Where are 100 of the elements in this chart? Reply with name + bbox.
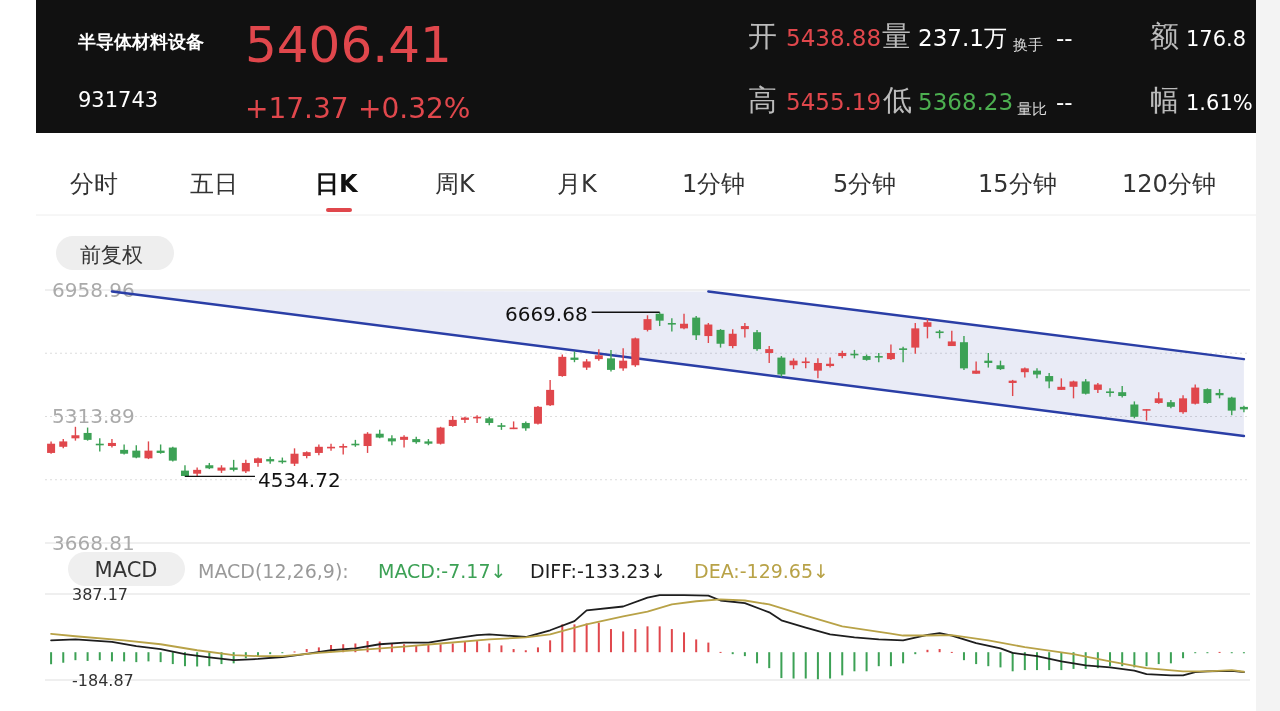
text: 5406.41 [245, 16, 452, 74]
bar [86, 652, 89, 661]
bar [585, 623, 588, 653]
series-label: DIFF:-133.23↓ [530, 560, 667, 582]
bar [1169, 652, 1172, 664]
bar [743, 652, 746, 657]
bar [147, 652, 150, 662]
bar [622, 631, 625, 653]
candlestick [911, 322, 920, 355]
bar [305, 649, 308, 653]
candlestick [716, 328, 725, 349]
bar [98, 652, 101, 661]
chart-title: MACD [94, 558, 158, 582]
candlestick [546, 379, 555, 407]
text: -- [1056, 25, 1073, 51]
candlestick [667, 317, 676, 333]
text: 5368.23 [918, 89, 1014, 115]
bar [938, 649, 941, 653]
bar [780, 652, 783, 679]
bar [683, 632, 686, 653]
bar [877, 652, 880, 667]
candlestick [594, 348, 603, 362]
bar [816, 652, 819, 680]
text: 1.61% [1186, 91, 1253, 115]
text: 237.1万 [918, 25, 1007, 51]
series-label: DEA:-129.65↓ [694, 560, 829, 582]
chart-subtitle: MACD(12,26,9): [198, 560, 349, 582]
bar [756, 652, 759, 664]
candlestick [753, 329, 762, 352]
bar [962, 652, 965, 661]
text: 低 [883, 83, 912, 117]
bar [50, 652, 53, 665]
text: 五日 [190, 170, 238, 198]
bar [476, 641, 479, 653]
bar [536, 647, 539, 653]
y-tick-label: -184.87 [72, 671, 134, 690]
candlestick [899, 346, 908, 363]
chart-subtitle: 931743 [78, 88, 159, 112]
bar [439, 644, 442, 653]
candlestick [1227, 396, 1236, 416]
bar [171, 652, 174, 665]
bar [110, 652, 113, 662]
bar [975, 652, 978, 665]
candlestick [728, 328, 737, 350]
annotation: 6669.68 [504, 302, 588, 327]
y-tick-label: 387.17 [72, 585, 128, 604]
candlestick [1106, 387, 1115, 398]
candlestick [704, 322, 713, 344]
annotation: 4534.72 [257, 468, 341, 493]
bar [658, 626, 661, 653]
bar [829, 652, 832, 679]
bar [999, 652, 1002, 668]
text: 前复权 [80, 243, 143, 267]
bar [670, 629, 673, 653]
text: 额 [1150, 19, 1179, 53]
y-tick-label: 3668.81 [52, 531, 135, 555]
bar [573, 624, 576, 653]
bar [768, 652, 771, 669]
candlestick [387, 434, 396, 446]
bar [463, 641, 466, 653]
text: 幅 [1150, 83, 1179, 117]
text: 高 [748, 83, 777, 117]
candlestick [1179, 394, 1188, 415]
candlestick [558, 353, 567, 378]
candlestick [972, 360, 981, 375]
bar [695, 639, 698, 653]
bar [609, 629, 612, 653]
bar [646, 626, 649, 653]
text: +17.37 [245, 92, 349, 125]
candlestick [107, 438, 116, 449]
text: 176.8 [1186, 27, 1247, 51]
candlestick [606, 349, 615, 373]
candlestick [400, 434, 409, 449]
text: 周K [435, 170, 476, 198]
y-tick-label: 6958.96 [52, 278, 135, 302]
bar [1145, 652, 1148, 667]
bar [804, 652, 807, 679]
bar [597, 622, 600, 653]
bar [549, 640, 552, 653]
text: 5438.88 [786, 25, 882, 51]
text: 5455.19 [786, 89, 882, 115]
bar [707, 642, 710, 653]
text: 量 [882, 19, 911, 53]
text: -- [1056, 89, 1073, 115]
bar [74, 652, 77, 661]
bar [135, 652, 138, 663]
text: MACD:-7.17↓ [378, 560, 507, 582]
bar [792, 652, 795, 679]
text: 量比 [1017, 100, 1047, 118]
bar [62, 652, 65, 663]
text: 15分钟 [978, 170, 1057, 198]
text: 开 [748, 19, 777, 53]
bar [634, 629, 637, 653]
bar [159, 652, 162, 663]
candlestick [619, 347, 628, 372]
bar [500, 645, 503, 653]
bar [123, 652, 126, 662]
text: 120分钟 [1122, 170, 1216, 198]
text: 换手 [1013, 36, 1043, 54]
text: 月K [557, 170, 598, 198]
